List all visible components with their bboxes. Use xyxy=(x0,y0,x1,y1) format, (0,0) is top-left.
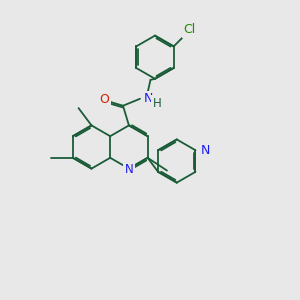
Text: N: N xyxy=(144,92,153,105)
Text: O: O xyxy=(100,93,110,106)
Text: N: N xyxy=(201,144,210,157)
Text: N: N xyxy=(124,163,133,176)
Text: H: H xyxy=(153,97,161,110)
Text: Cl: Cl xyxy=(184,23,196,37)
